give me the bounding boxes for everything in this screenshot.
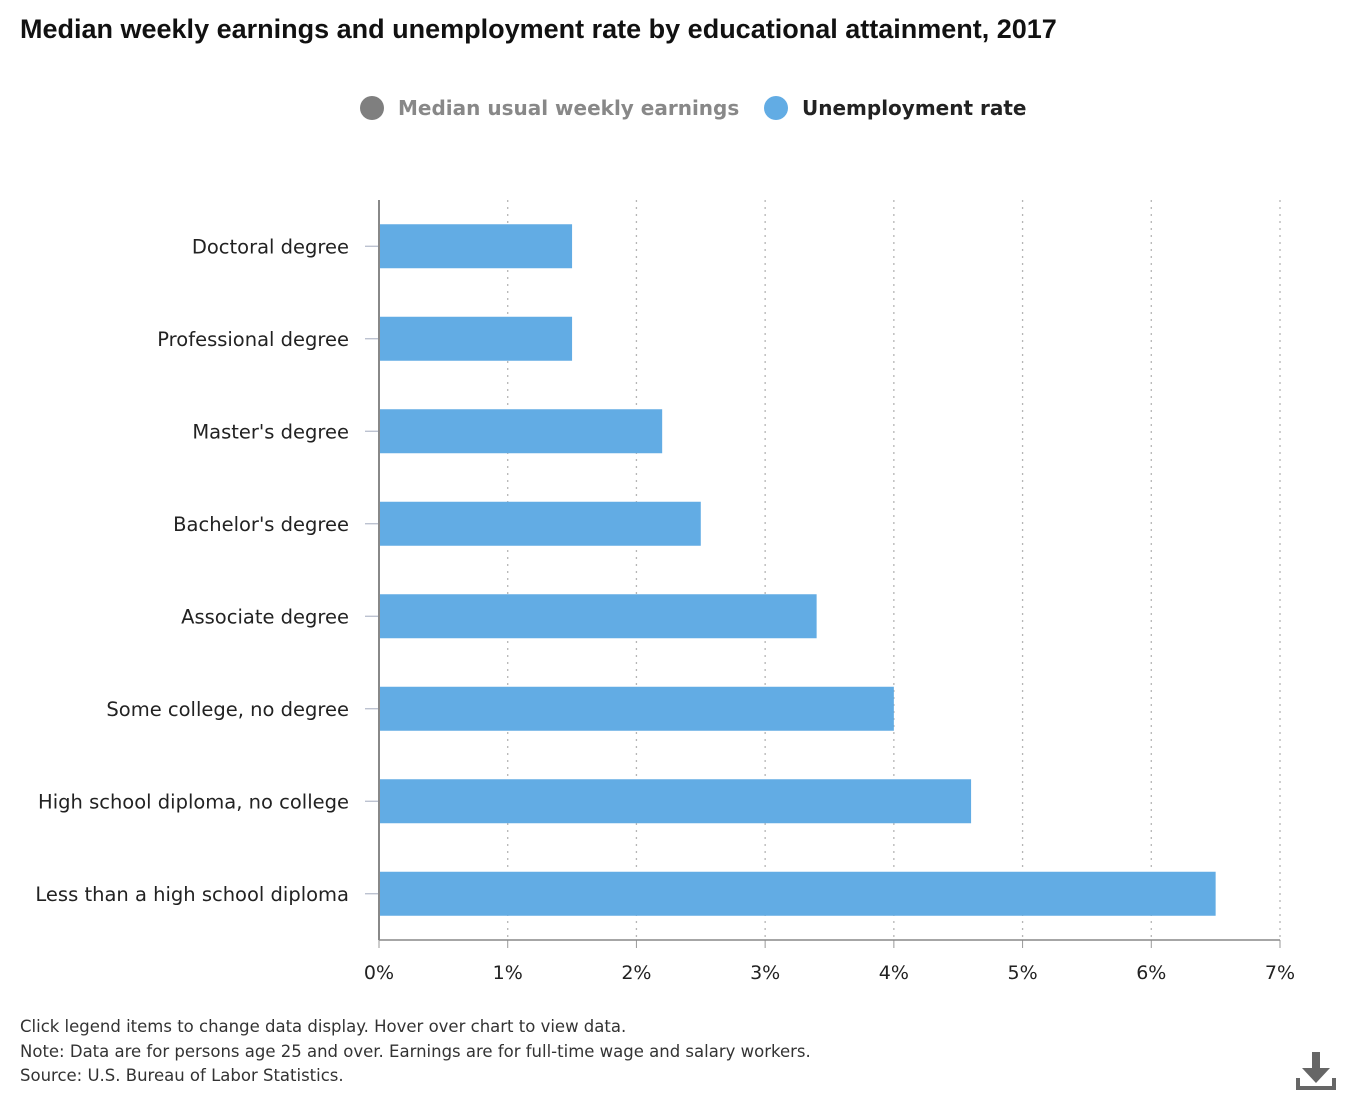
legend-label-unemployment: Unemployment rate	[802, 96, 1027, 120]
category-label: Some college, no degree	[106, 698, 349, 721]
x-tick-label: 6%	[1136, 962, 1166, 984]
bar[interactable]	[380, 871, 1216, 916]
chart-instructions: Click legend items to change data displa…	[20, 1017, 627, 1036]
legend-item-unemployment[interactable]: Unemployment rate	[764, 96, 1026, 120]
x-tick-label: 2%	[621, 962, 651, 984]
x-tick-label: 1%	[493, 962, 523, 984]
category-label: Less than a high school diploma	[35, 883, 349, 906]
legend-marker-earnings	[360, 96, 384, 120]
x-tick-label: 7%	[1265, 962, 1295, 984]
category-label: Doctoral degree	[192, 235, 349, 258]
bar[interactable]	[380, 224, 573, 269]
bar[interactable]	[380, 501, 701, 546]
chart-source: Source: U.S. Bureau of Labor Statistics.	[20, 1066, 344, 1085]
legend-item-earnings[interactable]: Median usual weekly earnings	[360, 96, 739, 120]
x-tick-label: 0%	[364, 962, 394, 984]
bar[interactable]	[380, 686, 894, 731]
bar[interactable]	[380, 779, 972, 824]
chart-title: Median weekly earnings and unemployment …	[20, 14, 1057, 44]
x-tick-label: 4%	[879, 962, 909, 984]
category-label: Master's degree	[192, 420, 349, 443]
category-label: High school diploma, no college	[38, 790, 349, 813]
bar[interactable]	[380, 594, 817, 639]
legend-marker-unemployment	[764, 96, 788, 120]
bar[interactable]	[380, 409, 663, 454]
category-label: Associate degree	[181, 605, 349, 628]
download-icon[interactable]	[1294, 1050, 1338, 1094]
legend-label-earnings: Median usual weekly earnings	[398, 96, 740, 120]
bar[interactable]	[380, 316, 573, 361]
category-label: Professional degree	[157, 328, 349, 351]
x-tick-label: 3%	[750, 962, 780, 984]
x-tick-label: 5%	[1007, 962, 1037, 984]
category-label: Bachelor's degree	[173, 513, 349, 536]
bar-chart-plot[interactable]: 0% 1% 2% 3% 4% 5% 6% 7% Doctoral degree Professio…	[0, 0, 1360, 1010]
chart-note: Note: Data are for persons age 25 and ov…	[20, 1042, 811, 1061]
